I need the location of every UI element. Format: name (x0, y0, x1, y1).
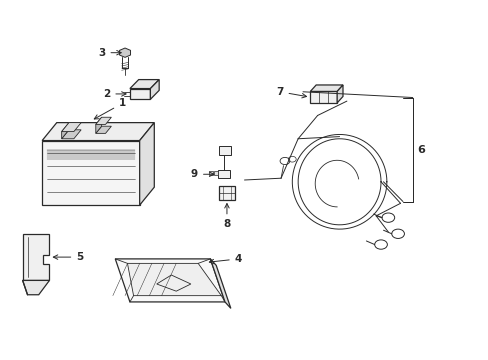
Polygon shape (140, 123, 154, 205)
Polygon shape (208, 171, 212, 175)
Text: 3: 3 (98, 48, 121, 58)
Polygon shape (22, 280, 49, 295)
Text: 9: 9 (190, 169, 213, 179)
Text: 8: 8 (223, 204, 230, 229)
Polygon shape (115, 259, 224, 302)
Text: 4: 4 (209, 254, 242, 264)
Text: 7: 7 (276, 87, 306, 98)
Polygon shape (210, 259, 230, 309)
Text: 1: 1 (94, 98, 126, 119)
Polygon shape (310, 85, 342, 91)
Polygon shape (130, 80, 159, 89)
Polygon shape (61, 123, 81, 132)
Polygon shape (130, 89, 150, 99)
Polygon shape (96, 117, 111, 125)
Polygon shape (217, 170, 229, 178)
Polygon shape (213, 171, 217, 175)
Polygon shape (119, 48, 130, 57)
Polygon shape (42, 123, 154, 140)
Polygon shape (127, 264, 221, 296)
Polygon shape (61, 123, 69, 139)
Polygon shape (219, 186, 234, 200)
Polygon shape (150, 80, 159, 99)
Polygon shape (22, 234, 49, 280)
Text: 6: 6 (417, 144, 425, 154)
Polygon shape (42, 140, 140, 205)
Polygon shape (61, 130, 81, 139)
Polygon shape (96, 117, 102, 134)
Text: 5: 5 (53, 252, 83, 262)
Polygon shape (218, 146, 231, 155)
Text: 2: 2 (103, 89, 126, 99)
Polygon shape (336, 85, 342, 103)
Polygon shape (96, 126, 111, 134)
Polygon shape (310, 91, 336, 103)
